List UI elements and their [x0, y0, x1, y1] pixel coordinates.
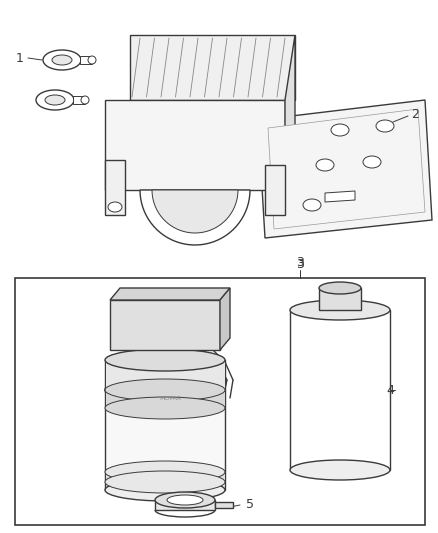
Polygon shape — [215, 502, 233, 508]
Polygon shape — [290, 310, 390, 470]
Polygon shape — [325, 191, 355, 202]
Polygon shape — [152, 190, 238, 233]
Polygon shape — [105, 390, 225, 408]
Text: 5: 5 — [246, 498, 254, 512]
Ellipse shape — [105, 379, 225, 401]
Ellipse shape — [316, 159, 334, 171]
Polygon shape — [265, 165, 285, 215]
Polygon shape — [105, 100, 285, 190]
Ellipse shape — [36, 90, 74, 110]
Ellipse shape — [290, 460, 390, 480]
Polygon shape — [319, 288, 361, 310]
Polygon shape — [110, 288, 230, 300]
Polygon shape — [220, 288, 230, 350]
Polygon shape — [105, 360, 225, 390]
Polygon shape — [140, 190, 250, 245]
Ellipse shape — [363, 156, 381, 168]
Text: 4: 4 — [386, 384, 394, 397]
Ellipse shape — [43, 50, 81, 70]
Polygon shape — [268, 109, 425, 229]
Polygon shape — [130, 35, 295, 100]
Ellipse shape — [45, 95, 65, 105]
Polygon shape — [155, 500, 215, 510]
Polygon shape — [15, 278, 425, 525]
Ellipse shape — [105, 397, 225, 419]
Ellipse shape — [108, 202, 122, 212]
Ellipse shape — [81, 96, 89, 104]
Ellipse shape — [155, 492, 215, 508]
Ellipse shape — [105, 471, 225, 493]
Ellipse shape — [319, 282, 361, 294]
Polygon shape — [105, 160, 125, 215]
Text: 3: 3 — [296, 259, 304, 271]
Ellipse shape — [331, 124, 349, 136]
Ellipse shape — [105, 461, 225, 483]
Ellipse shape — [105, 479, 225, 501]
Ellipse shape — [290, 300, 390, 320]
Ellipse shape — [88, 56, 96, 64]
Ellipse shape — [52, 55, 72, 65]
Text: 1: 1 — [16, 52, 24, 64]
Polygon shape — [80, 56, 92, 64]
Ellipse shape — [105, 379, 225, 401]
Ellipse shape — [105, 349, 225, 371]
Text: 2: 2 — [411, 109, 419, 122]
Ellipse shape — [376, 120, 394, 132]
Text: 3: 3 — [296, 255, 304, 269]
Text: MOPAR: MOPAR — [159, 395, 181, 400]
Polygon shape — [105, 360, 225, 490]
Ellipse shape — [167, 495, 203, 505]
Polygon shape — [105, 472, 225, 482]
Polygon shape — [258, 100, 432, 238]
Polygon shape — [73, 96, 85, 104]
Polygon shape — [110, 300, 220, 350]
Polygon shape — [285, 35, 295, 190]
Ellipse shape — [303, 199, 321, 211]
